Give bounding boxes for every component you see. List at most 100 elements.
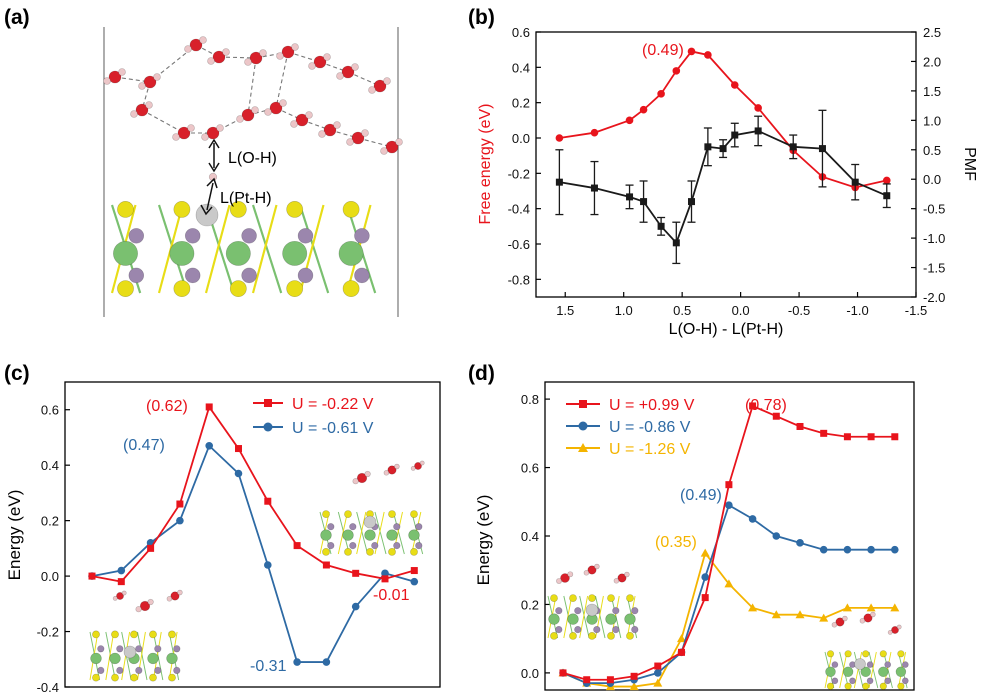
metal-atom: [154, 645, 162, 653]
x-tick-b-2: 0.5: [673, 303, 691, 318]
hydrogen-atom: [594, 563, 600, 570]
data-point-c-red: [205, 403, 213, 411]
data-point-b-red: [555, 134, 564, 142]
sulfur-atom: [286, 200, 304, 218]
oxygen-atom: [351, 131, 365, 145]
data-point-c-blue: [381, 569, 389, 578]
data-point-b-black: [883, 192, 891, 200]
metal-atom: [135, 645, 143, 653]
data-point-b-black: [626, 193, 634, 201]
hydrogen-atom: [118, 68, 126, 76]
data-point-b-black: [688, 198, 696, 206]
sulfur-atom: [111, 630, 119, 639]
oxygen-atom: [356, 472, 368, 484]
oxygen-atom: [560, 573, 570, 583]
data-point-c-red: [117, 578, 125, 586]
data-point-b-red: [704, 51, 712, 59]
data-point-d-red: [820, 429, 828, 437]
data-point-d-orange: [795, 610, 805, 619]
sulfur-atom: [626, 594, 634, 602]
data-point-d-orange: [890, 603, 900, 612]
panel-a-tag: (a): [4, 6, 30, 29]
data-point-d-red: [606, 676, 614, 684]
metal-atom: [901, 677, 909, 685]
y2-tick-b-5: 0.0: [923, 172, 941, 187]
data-point-d-orange: [653, 678, 663, 687]
sulfur-atom: [173, 280, 191, 298]
sulfur-atom: [168, 673, 176, 682]
x-tick-b-0: 1.5: [556, 303, 574, 318]
sulfur-atom: [388, 510, 396, 518]
metal-atom: [415, 523, 423, 531]
oxygen-atom: [387, 465, 397, 475]
metal-atom: [97, 666, 105, 675]
data-point-b-black: [789, 143, 797, 151]
data-point-c-blue: [322, 658, 331, 666]
chlorine-atom: [605, 613, 617, 625]
chlorine-atom: [147, 652, 159, 665]
sulfur-atom: [844, 682, 852, 690]
hydrogen-atom: [383, 470, 390, 476]
data-point-c-blue: [293, 658, 301, 666]
hydrogen-atom: [613, 578, 620, 584]
hydrogen-atom: [308, 62, 316, 70]
metal-atom: [631, 607, 639, 615]
y-tick-c-4: -0.2: [37, 625, 59, 640]
hydrogen-atom: [222, 48, 230, 56]
data-point-b-black: [851, 178, 859, 186]
hydrogen-atom: [121, 590, 127, 596]
sulfur-atom: [111, 673, 119, 682]
data-point-d-red: [701, 594, 709, 602]
y-tick-b-1: 0.4: [512, 60, 530, 75]
sulfur-atom: [149, 673, 157, 682]
hydrogen-atom: [145, 101, 153, 109]
chlorine-atom: [860, 666, 871, 678]
chlorine-atom: [282, 240, 308, 266]
oxygen-atom: [212, 50, 226, 64]
panel-d-tag: (d): [468, 362, 495, 385]
hydrogen-atom: [135, 606, 142, 613]
hydrogen-atom: [279, 99, 287, 107]
series-line-b-red: [559, 50, 887, 189]
hydrogen-bond: [141, 109, 185, 134]
hydrogen-bond: [275, 51, 289, 109]
hydrogen-atom: [201, 133, 209, 141]
sulfur-atom: [130, 673, 138, 682]
series-line-d-blue: [562, 503, 895, 685]
y2-tick-b-4: 0.5: [923, 143, 941, 158]
x-tick-b-3: 0.0: [732, 303, 750, 318]
oxygen-atom: [249, 51, 263, 65]
metal-atom: [116, 666, 124, 675]
peak-label-d-orange: (0.35): [655, 534, 697, 551]
sulfur-atom: [173, 200, 191, 218]
hydrogen-atom: [166, 596, 173, 602]
sulfur-atom: [588, 632, 596, 640]
sulfur-atom: [229, 200, 247, 218]
y-tick-b-4: -0.2: [508, 166, 530, 181]
data-point-c-blue: [351, 602, 360, 611]
hydrogen-atom: [346, 138, 354, 146]
sulfur-atom: [550, 632, 558, 640]
y-tick-c-1: 0.4: [41, 458, 59, 473]
x-tick-b-1: 1.0: [615, 303, 633, 318]
oxygen-atom: [269, 101, 283, 115]
panel-c-tag: (c): [4, 362, 30, 385]
data-point-b-black: [704, 143, 712, 151]
sulfur-atom: [826, 650, 835, 658]
hydrogen-atom: [380, 147, 388, 155]
chlorine-atom: [320, 529, 332, 541]
metal-atom: [612, 625, 620, 634]
hydrogen-atom: [394, 463, 400, 470]
series-line-c-blue: [91, 444, 415, 663]
oxygen-atom: [108, 70, 122, 84]
data-point-b-black: [754, 127, 762, 135]
hydrogen-atom: [410, 465, 416, 471]
metal-atom: [612, 607, 620, 615]
hydrogen-atom: [323, 53, 331, 61]
data-point-d-red: [749, 402, 757, 410]
data-point-d-red: [559, 669, 567, 677]
data-point-c-red: [293, 542, 301, 550]
data-point-d-blue: [701, 573, 709, 581]
chlorine-atom: [113, 240, 138, 266]
data-point-c-red: [264, 497, 272, 505]
